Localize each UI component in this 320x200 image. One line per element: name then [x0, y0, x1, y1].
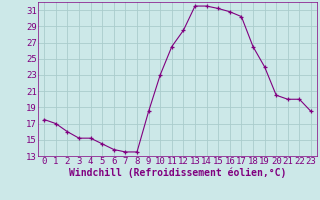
- X-axis label: Windchill (Refroidissement éolien,°C): Windchill (Refroidissement éolien,°C): [69, 168, 286, 178]
